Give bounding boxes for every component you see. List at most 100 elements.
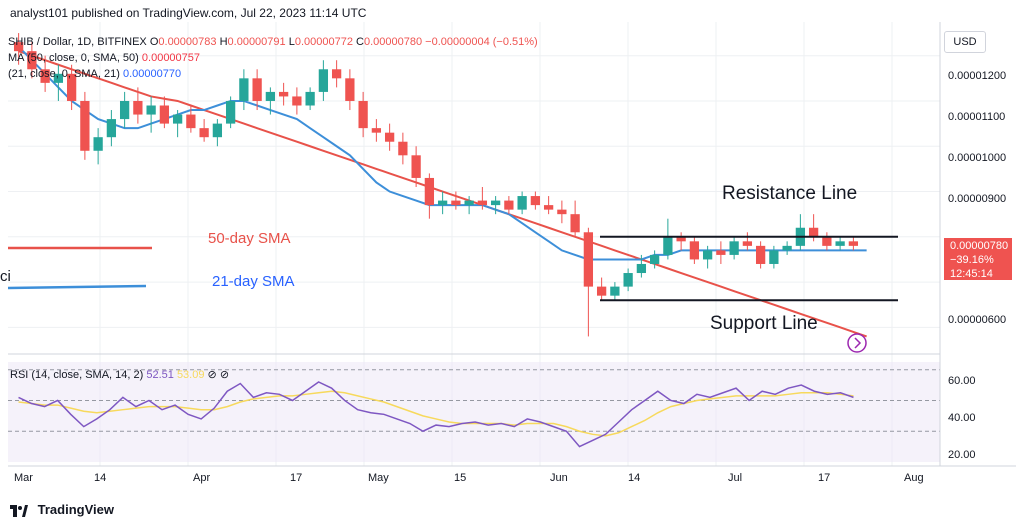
candle-body [822,236,832,246]
rsi-sma-value: 53.09 [176,369,205,381]
support-annotation: Support Line [710,313,818,334]
date-tick: May [368,472,389,484]
last-price-tag: 0.00000780 −39.16% 12:45:14 [944,238,1012,280]
candle-body [583,232,594,287]
candle-body [596,286,607,296]
candle-body [742,241,753,246]
footer-brand-label: TradingView [37,502,114,517]
date-tick: 14 [628,472,641,484]
rsi-band [8,362,940,462]
candle-body [225,100,236,124]
price-tick: 0.00001000 [948,152,1007,164]
date-tick: Mar [14,472,33,484]
candle-body [239,78,249,101]
ohlc-low: 0.00000772 [294,36,353,48]
tradingview-logo-icon [10,504,28,517]
footer-brand[interactable]: TradingView [10,502,114,517]
candle-body [93,137,103,151]
ohlc-low-label: L [288,36,295,48]
price-tick: 0.00001100 [948,111,1006,123]
candle-body [716,250,726,255]
rsi-path [18,381,854,448]
candle-body [663,236,673,255]
candle-body [610,286,620,296]
ma50-value: 0.00000757 [141,52,201,64]
symbol-name[interactable]: SHIB / Dollar, 1D, BITFINEX [8,36,147,48]
candle-body [557,209,567,215]
last-change-pct: −39.16% [950,254,994,266]
candle-body [755,245,766,264]
candle-body [490,200,501,206]
candle-body [689,241,700,260]
candle-body [318,69,329,92]
price-tick: 0.00001200 [948,70,1007,82]
candle-body [729,241,739,255]
candle-body [278,91,289,97]
rsi-legend[interactable]: RSI (14, close, SMA, 14, 2) 52.51 53.09 … [10,368,229,381]
ohlc-change: −0.00000004 (−0.51%) [425,36,538,48]
candle-body [517,196,527,210]
published-line: analyst101 published on TradingView.com,… [10,6,367,20]
rsi-tick: 40.00 [948,412,976,424]
candle-body [437,200,448,206]
ohlc-open: 0.00000783 [158,36,217,48]
candle-body [702,250,713,260]
date-tick: 17 [818,472,831,484]
ohlc-high: 0.00000791 [227,36,286,48]
ma50-legend[interactable]: MA (50, close, 0, SMA, 50) 0.00000757 [8,52,200,64]
candle-body [13,42,24,52]
sma21-legend-swatch [7,284,147,290]
visibility-icon-2[interactable]: ⊘ [219,369,230,381]
candle-body [371,128,382,133]
last-price: 0.00000780 [950,240,1009,252]
price-tick: 0.00000900 [948,193,1007,205]
candle-body [146,105,156,115]
visibility-icon[interactable]: ⊘ [207,369,217,381]
ohlc-open-label: O [149,36,159,48]
ma50-label: MA (50, close, 0, SMA, 50) [8,52,139,64]
candle-body [159,105,170,124]
candle-body [40,69,50,83]
candle-body [504,200,514,210]
resistance-annotation: Resistance Line [722,183,858,204]
candle-body [119,100,130,120]
candle-body [66,73,77,101]
candle-body [530,196,541,206]
candle-body [345,78,355,101]
candle-body [451,200,461,206]
candle-body [265,91,276,101]
candle-body [782,245,792,251]
sma50-annotation: 50-day SMA [208,230,291,247]
candle-body [424,177,435,206]
ma21-legend[interactable]: (21, close, 0, SMA, 21) 0.00000770 [8,68,181,80]
ma21-value: 0.00000770 [122,68,182,80]
candle-body [186,114,196,129]
sma21-annotation: 21-day SMA [212,273,295,290]
ohlc-high-label: H [219,36,228,48]
candle-body [106,119,117,138]
candle-body [411,155,421,178]
candle-body [848,241,859,246]
candle-body [570,214,580,233]
currency-button[interactable]: USD [944,31,986,53]
candle-body [172,114,183,124]
truncated-label: ci [0,268,11,285]
rsi-tick: 20.00 [948,449,976,461]
ohlc-close: 0.00000780 [363,36,423,48]
rsi-lines [18,381,854,448]
candle-body [649,254,660,264]
candle-body [53,73,64,83]
candle-body [676,236,686,242]
ohlc-close-label: C [356,36,364,48]
candle-body [477,200,488,206]
symbol-legend: SHIB / Dollar, 1D, BITFINEX O0.00000783 … [8,36,538,48]
rsi-grid [8,369,940,432]
candle-body [543,205,554,210]
candle-body [331,69,342,79]
rsi-label: RSI (14, close, SMA, 14, 2) [10,369,144,381]
candle-body [80,100,90,151]
support-resistance-lines [600,235,898,302]
date-tick: Aug [904,472,924,484]
date-tick: 14 [94,472,107,484]
